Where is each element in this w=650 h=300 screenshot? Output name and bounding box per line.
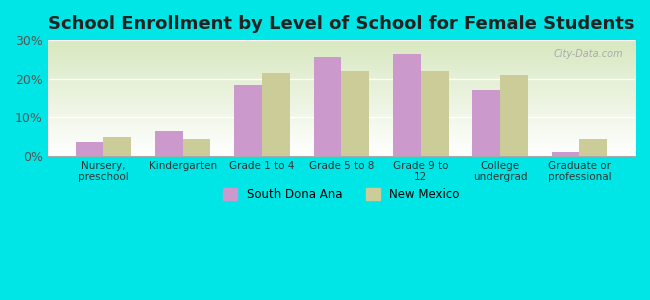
Bar — [500, 75, 528, 156]
Bar — [262, 73, 290, 156]
Title: School Enrollment by Level of School for Female Students: School Enrollment by Level of School for… — [48, 15, 634, 33]
Bar — [234, 85, 262, 156]
Bar — [75, 142, 103, 156]
Bar — [393, 54, 421, 156]
Legend: South Dona Ana, New Mexico: South Dona Ana, New Mexico — [218, 183, 465, 206]
Bar — [579, 139, 607, 156]
Bar — [552, 152, 579, 156]
Bar — [421, 71, 448, 156]
Bar — [313, 58, 341, 156]
Bar — [341, 71, 369, 156]
Bar — [103, 137, 131, 156]
Bar — [473, 90, 500, 156]
Bar — [155, 131, 183, 156]
Text: City-Data.com: City-Data.com — [554, 50, 623, 59]
Bar — [183, 139, 211, 156]
